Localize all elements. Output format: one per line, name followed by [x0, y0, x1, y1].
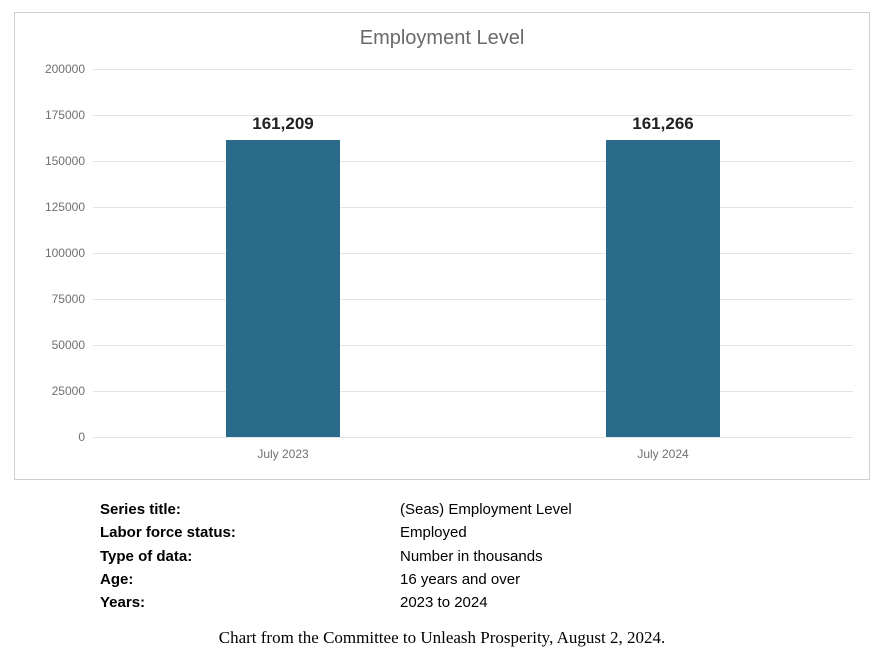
y-tick-label: 200000	[25, 62, 85, 76]
meta-value: (Seas) Employment Level	[400, 498, 572, 521]
chart-title: Employment Level	[15, 13, 869, 50]
y-tick-label: 75000	[25, 292, 85, 306]
gridline	[93, 207, 853, 208]
gridline	[93, 115, 853, 116]
bar: 161,209	[226, 140, 340, 437]
meta-value: Number in thousands	[400, 545, 543, 568]
meta-label: Series title:	[100, 498, 400, 521]
bar-value-label: 161,209	[252, 114, 313, 134]
gridline	[93, 345, 853, 346]
chart-container: Employment Level 02500050000750001000001…	[14, 12, 870, 480]
gridline	[93, 161, 853, 162]
y-tick-label: 25000	[25, 384, 85, 398]
bar: 161,266	[606, 140, 720, 437]
y-tick-label: 50000	[25, 338, 85, 352]
y-tick-label: 100000	[25, 246, 85, 260]
metadata-table: Series title:(Seas) Employment LevelLabo…	[100, 498, 572, 614]
meta-row: Series title:(Seas) Employment Level	[100, 498, 572, 521]
y-tick-label: 125000	[25, 200, 85, 214]
meta-label: Years:	[100, 591, 400, 614]
y-tick-label: 175000	[25, 108, 85, 122]
meta-label: Type of data:	[100, 545, 400, 568]
meta-label: Age:	[100, 568, 400, 591]
meta-row: Labor force status:Employed	[100, 521, 572, 544]
y-tick-label: 0	[25, 430, 85, 444]
x-tick-label: July 2024	[637, 447, 688, 461]
meta-value: 2023 to 2024	[400, 591, 488, 614]
meta-row: Type of data:Number in thousands	[100, 545, 572, 568]
bar-value-label: 161,266	[632, 114, 693, 134]
gridline	[93, 253, 853, 254]
gridline	[93, 299, 853, 300]
meta-value: Employed	[400, 521, 467, 544]
gridline	[93, 391, 853, 392]
gridline	[93, 69, 853, 70]
y-tick-label: 150000	[25, 154, 85, 168]
meta-row: Years:2023 to 2024	[100, 591, 572, 614]
meta-value: 16 years and over	[400, 568, 520, 591]
plot-area: 0250005000075000100000125000150000175000…	[93, 69, 853, 437]
x-tick-label: July 2023	[257, 447, 308, 461]
meta-row: Age:16 years and over	[100, 568, 572, 591]
gridline	[93, 437, 853, 438]
chart-caption: Chart from the Committee to Unleash Pros…	[0, 628, 884, 648]
meta-label: Labor force status:	[100, 521, 400, 544]
